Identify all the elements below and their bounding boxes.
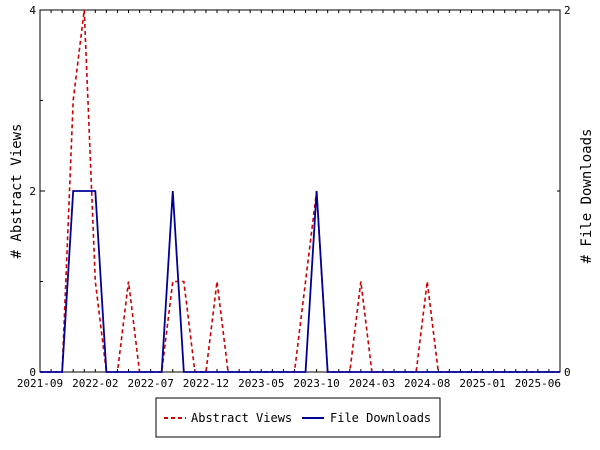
right-y-tick-label: 2 [564,4,571,17]
x-tick-label: 2025-06 [515,377,561,390]
legend: Abstract Views File Downloads [155,397,441,438]
series-line-abstract-views [40,9,560,373]
right-y-axis-title: # File Downloads [579,129,595,264]
x-tick-label: 2025-01 [459,377,505,390]
left-y-tick-label: 0 [29,366,36,379]
x-tick-label: 2022-12 [183,377,229,390]
legend-box [155,397,441,438]
legend-label-file-downloads: File Downloads [330,411,431,425]
left-y-tick-label: 4 [29,4,36,17]
x-tick-label: 2022-02 [72,377,118,390]
x-tick-label: 2022-07 [127,377,173,390]
plot-area [39,9,561,373]
x-tick-label: 2024-08 [404,377,450,390]
x-tick-label: 2024-03 [349,377,395,390]
legend-label-abstract-views: Abstract Views [191,411,292,425]
left-y-tick-label: 2 [29,185,36,198]
series-line-file-downloads [40,190,560,373]
x-tick-label: 2021-09 [17,377,63,390]
x-tick-label: 2023-10 [293,377,339,390]
left-y-axis-title: # Abstract Views [9,124,25,259]
series-lines [40,9,560,373]
x-tick-label: 2023-05 [238,377,284,390]
x-axis-tick-labels: 2021-09 2022-02 2022-07 2022-12 2023-05 2023-… [17,377,561,390]
right-y-tick-label: 0 [564,366,571,379]
